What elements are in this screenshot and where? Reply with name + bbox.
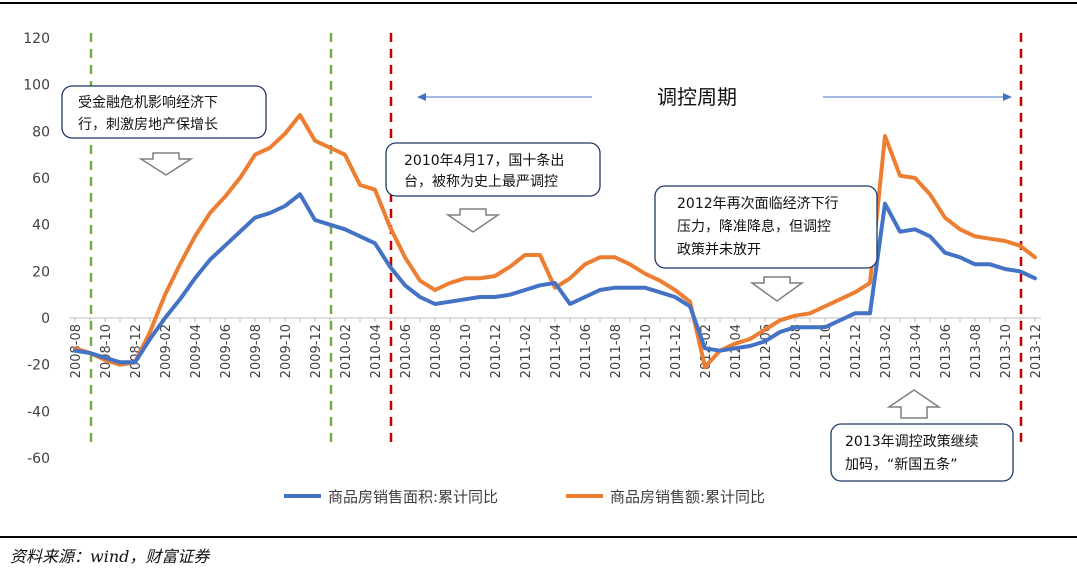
x-tick-label: 2009-12 <box>309 324 324 378</box>
annotation-line: 加码，“新国五条” <box>845 456 958 473</box>
x-tick-label: 2012-04 <box>729 324 744 378</box>
annotation-2013: 2013年调控政策继续 加码，“新国五条” <box>830 389 1014 482</box>
annotation-box <box>385 142 601 197</box>
y-tick-label: -40 <box>27 404 50 420</box>
x-tick-label: 2010-02 <box>339 324 354 378</box>
y-tick-label: 20 <box>32 264 50 280</box>
x-tick-label: 2011-12 <box>669 324 684 378</box>
annotation-line: 受金融危机影响经济下 <box>78 95 218 111</box>
annotation-line: 台，被称为史上最严调控 <box>404 174 558 190</box>
up-arrow-icon <box>886 389 942 419</box>
legend-label-amount: 商品房销售额:累计同比 <box>610 488 765 506</box>
x-tick-label: 2009-02 <box>159 324 174 378</box>
annotation-box <box>830 423 1014 482</box>
y-axis-ticks: 120 100 80 60 40 20 0 -20 -40 -60 <box>23 31 50 467</box>
x-tick-label: 2011-08 <box>609 324 624 378</box>
x-tick-label: 2013-02 <box>879 324 894 378</box>
annotation-line: 2012年再次面临经济下行 <box>677 196 839 212</box>
x-tick-label: 2009-10 <box>279 324 294 378</box>
x-tick-label: 2011-10 <box>639 324 654 378</box>
x-tick-label: 2009-04 <box>189 324 204 378</box>
annotation-line: 政策并未放开 <box>677 241 761 258</box>
annotation-line: 2010年4月17，国十条出 <box>404 152 564 169</box>
x-tick-label: 2010-08 <box>429 324 444 378</box>
x-tick-label: 2011-02 <box>519 324 534 378</box>
x-tick-label: 2010-04 <box>369 324 384 378</box>
x-axis-ticks: 2008-08 2008-10 2008-12 2009-02 2009-04 2009-… <box>69 318 1044 378</box>
y-tick-label: 120 <box>23 31 50 47</box>
series-line <box>73 192 1037 365</box>
x-tick-label: 2013-04 <box>909 324 924 378</box>
annotation-financial-crisis: 受金融危机影响经济下 行，刺激房地产保增长 <box>61 85 267 176</box>
annotation-box <box>654 185 878 269</box>
x-tick-label: 2009-06 <box>219 324 234 378</box>
x-tick-label: 2010-06 <box>399 324 414 378</box>
source-note: 资料来源：wind，财富证券 <box>10 547 210 566</box>
y-tick-label: 100 <box>23 78 50 94</box>
x-tick-label: 2013-12 <box>1029 324 1044 378</box>
x-tick-label: 2012-08 <box>789 324 804 378</box>
x-tick-label: 2011-04 <box>549 324 564 378</box>
x-tick-label: 2013-06 <box>939 324 954 378</box>
x-tick-label: 2008-10 <box>99 324 114 378</box>
x-tick-label: 2013-08 <box>969 324 984 378</box>
x-tick-label: 2010-10 <box>459 324 474 378</box>
legend: 商品房销售面积:累计同比 商品房销售额:累计同比 <box>284 488 765 506</box>
y-tick-label: 60 <box>32 171 50 187</box>
annotation-ten-policies: 2010年4月17，国十条出 台，被称为史上最严调控 <box>385 142 601 233</box>
x-tick-label: 2013-10 <box>999 324 1014 378</box>
y-tick-label: 40 <box>32 218 50 234</box>
y-tick-label: 80 <box>32 124 50 140</box>
annotation-box <box>61 85 267 139</box>
x-tick-label: 2012-10 <box>819 324 834 378</box>
x-tick-label: 2012-12 <box>849 324 864 378</box>
x-tick-label: 2009-08 <box>249 324 264 378</box>
annotation-line: 2013年调控政策继续 <box>845 433 979 450</box>
annotation-2012: 2012年再次面临经济下行 压力，降准降息，但调控 政策并未放开 <box>654 185 878 302</box>
annotation-line: 行，刺激房地产保增长 <box>78 116 218 133</box>
down-arrow-icon <box>138 152 194 176</box>
down-arrow-icon <box>445 208 501 233</box>
regulation-period: 调控周期 <box>417 85 1012 109</box>
x-tick-label: 2011-06 <box>579 324 594 378</box>
annotation-line: 压力，降准降息，但调控 <box>677 218 831 235</box>
y-tick-label: -60 <box>27 451 50 467</box>
y-tick-label: 0 <box>41 311 50 327</box>
x-tick-label: 2008-12 <box>129 324 144 378</box>
down-arrow-icon <box>749 276 805 302</box>
legend-label-area: 商品房销售面积:累计同比 <box>328 488 498 506</box>
period-label: 调控周期 <box>657 85 737 109</box>
x-tick-label: 2010-12 <box>489 324 504 378</box>
y-tick-label: -20 <box>27 358 50 374</box>
